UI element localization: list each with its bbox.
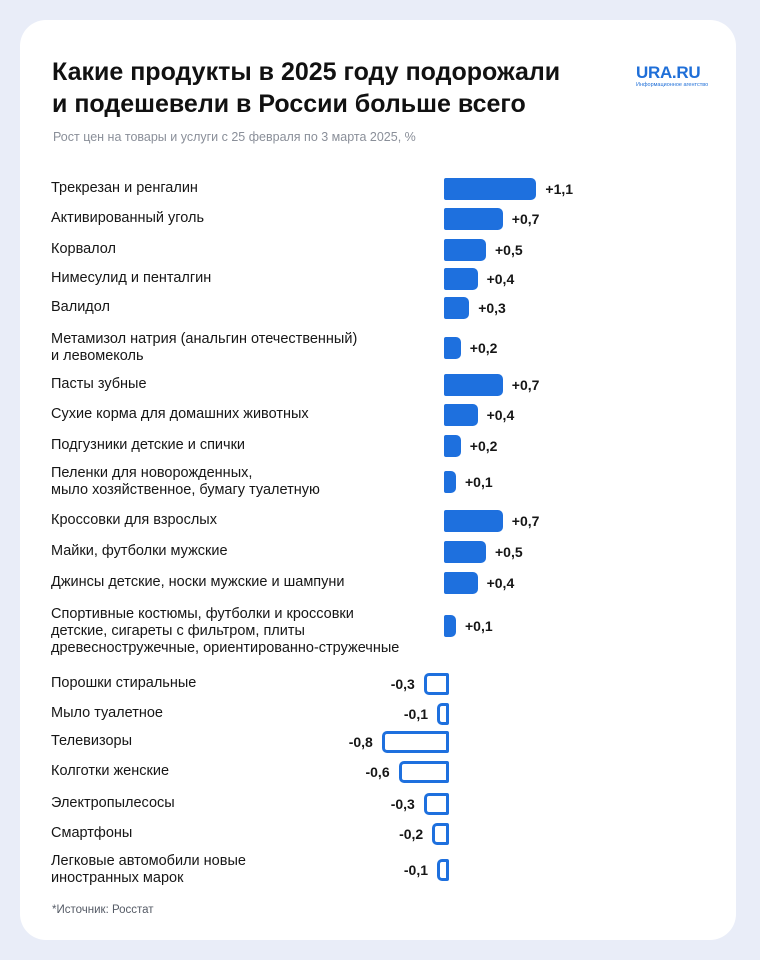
category-label: Порошки стиральные <box>51 675 411 692</box>
data-label: -0,8 <box>348 734 373 750</box>
category-label-line: Активированный уголь <box>51 210 205 226</box>
category-label: Нимесулид и пенталгин <box>51 270 411 287</box>
ura-ru-logo: URA.RU Информационное агентство <box>636 64 716 89</box>
bar <box>444 471 456 493</box>
category-label-line: Порошки стиральные <box>51 675 197 691</box>
category-label: Мыло туалетное <box>51 705 411 722</box>
category-label-line: Кроссовки для взрослых <box>51 512 217 528</box>
category-label-line: Колготки женские <box>51 763 170 779</box>
data-label: +0,4 <box>486 575 515 591</box>
bar <box>432 823 449 845</box>
data-label: +0,7 <box>511 377 540 393</box>
category-label-line: Нимесулид и пенталгин <box>51 270 212 286</box>
data-label: +0,1 <box>465 618 493 634</box>
data-label: +0,7 <box>511 211 540 227</box>
category-label-line: Корвалол <box>51 241 117 257</box>
category-label-line: древесностружечные, ориентированно-струж… <box>51 640 400 656</box>
category-label-line: Спортивные костюмы, футболки и кроссовки <box>51 606 354 622</box>
category-label-line: и левомеколь <box>51 348 144 364</box>
category-label-line: иностранных марок <box>51 870 184 886</box>
bar <box>444 297 470 319</box>
bar <box>423 673 449 695</box>
data-label: -0,1 <box>403 706 428 722</box>
category-label: Пеленки для новорожденных, мыло хозяйстве… <box>51 465 411 499</box>
data-label: +1,1 <box>545 181 574 197</box>
category-label: Джинсы детские, носки мужские и шампуни <box>51 574 411 591</box>
chart-title-line-2: и подешевели в России больше всего <box>52 90 526 118</box>
category-label: Корвалол <box>51 241 411 258</box>
bar <box>444 208 503 230</box>
bar <box>444 178 537 200</box>
data-label: -0,6 <box>365 764 390 780</box>
bar <box>381 731 449 753</box>
bar <box>444 541 486 563</box>
bar <box>444 337 461 359</box>
bar <box>444 404 478 426</box>
category-label: Подгузники детские и спички <box>51 437 411 454</box>
bar <box>444 435 461 457</box>
category-label-line: Трекрезан и ренгалин <box>51 180 198 196</box>
data-label: +0,5 <box>495 242 523 258</box>
source-note: *Источник: Росстат <box>52 904 154 916</box>
category-label: Колготки женские <box>51 763 411 780</box>
category-label-line: Валидол <box>51 299 110 315</box>
category-label-line: мыло хозяйственное, бумагу туалетную <box>51 482 320 498</box>
category-label: Сухие корма для домашних животных <box>51 406 411 423</box>
bar <box>437 703 449 725</box>
category-label-line: Легковые автомобили новые <box>51 853 246 869</box>
infographic-card <box>20 20 736 940</box>
data-label: +0,4 <box>486 407 515 423</box>
category-label: Телевизоры <box>51 733 411 750</box>
bar <box>398 761 449 783</box>
bar <box>423 793 449 815</box>
category-label: Трекрезан и ренгалин <box>51 180 411 197</box>
category-label-line: Пеленки для новорожденных, <box>51 465 253 481</box>
logo-tagline: Информационное агентство <box>636 82 709 88</box>
data-label: -0,3 <box>390 676 415 692</box>
bar <box>444 374 503 396</box>
category-label-line: Метамизол натрия (анальгин отечественный… <box>51 331 358 347</box>
bar <box>444 239 486 261</box>
category-label-line: Мыло туалетное <box>51 705 163 721</box>
category-label: Активированный уголь <box>51 210 411 227</box>
chart-title: Какие продукты в 2025 году подорожали и … <box>52 56 612 120</box>
category-label-line: Джинсы детские, носки мужские и шампуни <box>51 574 345 590</box>
category-label-line: Майки, футболки мужские <box>51 543 228 559</box>
data-label: +0,1 <box>465 474 493 490</box>
bar <box>444 572 478 594</box>
bar <box>444 268 478 290</box>
bar <box>437 859 449 881</box>
data-label: +0,2 <box>469 438 498 454</box>
category-label: Майки, футболки мужские <box>51 543 411 560</box>
bar <box>444 615 456 637</box>
category-label-line: Электропылесосы <box>51 795 175 811</box>
category-label: Электропылесосы <box>51 795 411 812</box>
category-label: Легковые автомобили новые иностранных мар… <box>51 853 411 887</box>
category-label-line: Подгузники детские и спички <box>51 437 246 453</box>
data-label: +0,4 <box>486 271 515 287</box>
category-label: Пасты зубные <box>51 376 411 393</box>
data-label: +0,3 <box>478 300 506 316</box>
logo-name: URA.RU <box>636 63 701 82</box>
data-label: -0,2 <box>399 826 424 842</box>
category-label: Валидол <box>51 299 411 316</box>
category-label: Метамизол натрия (анальгин отечественный… <box>51 331 411 365</box>
category-label-line: Смартфоны <box>51 825 133 841</box>
category-label-line: детские, сигареты с фильтром, плиты <box>51 623 305 639</box>
category-label-line: Сухие корма для домашних животных <box>51 406 309 422</box>
category-label-line: Телевизоры <box>51 733 132 749</box>
data-label: -0,3 <box>390 796 415 812</box>
category-label-line: Пасты зубные <box>51 376 147 392</box>
data-label: -0,1 <box>403 862 428 878</box>
category-label: Смартфоны <box>51 825 411 842</box>
chart-subtitle: Рост цен на товары и услуги с 25 февраля… <box>53 130 416 144</box>
data-label: +0,7 <box>511 513 540 529</box>
data-label: +0,5 <box>495 544 523 560</box>
chart-title-line-1: Какие продукты в 2025 году подорожали <box>52 58 561 86</box>
category-label: Спортивные костюмы, футболки и кроссовки… <box>51 606 411 657</box>
category-label: Кроссовки для взрослых <box>51 512 411 529</box>
data-label: +0,2 <box>469 340 498 356</box>
bar <box>444 510 503 532</box>
